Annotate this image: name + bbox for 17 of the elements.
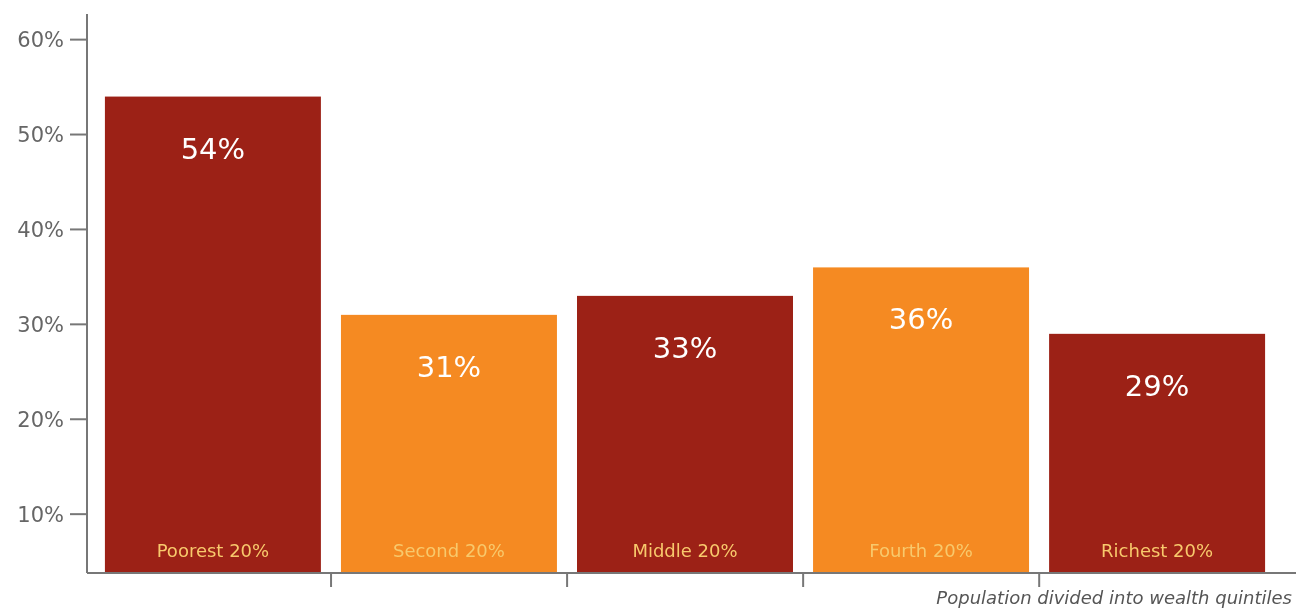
data-label: 33%	[652, 330, 718, 365]
y-tick-label: 30%	[17, 312, 64, 337]
y-tick-label: 60%	[17, 27, 64, 52]
data-label: 54%	[180, 131, 246, 166]
x-tick-label: Middle 20%	[632, 540, 738, 561]
x-tick-label: Fourth 20%	[869, 540, 973, 561]
x-tick-label: Poorest 20%	[156, 540, 270, 561]
data-label: 29%	[1124, 368, 1190, 403]
x-tick-label: Second 20%	[392, 540, 505, 561]
x-tick-label: Richest 20%	[1101, 540, 1214, 561]
data-label: 31%	[416, 349, 482, 384]
y-tick-label: 10%	[17, 502, 64, 527]
y-tick-label: 50%	[17, 122, 64, 147]
y-tick-label: 20%	[17, 407, 64, 432]
y-tick-label: 40%	[17, 217, 64, 242]
data-label: 36%	[888, 302, 954, 337]
x-axis-title: Population divided into wealth quintiles	[936, 587, 1292, 608]
